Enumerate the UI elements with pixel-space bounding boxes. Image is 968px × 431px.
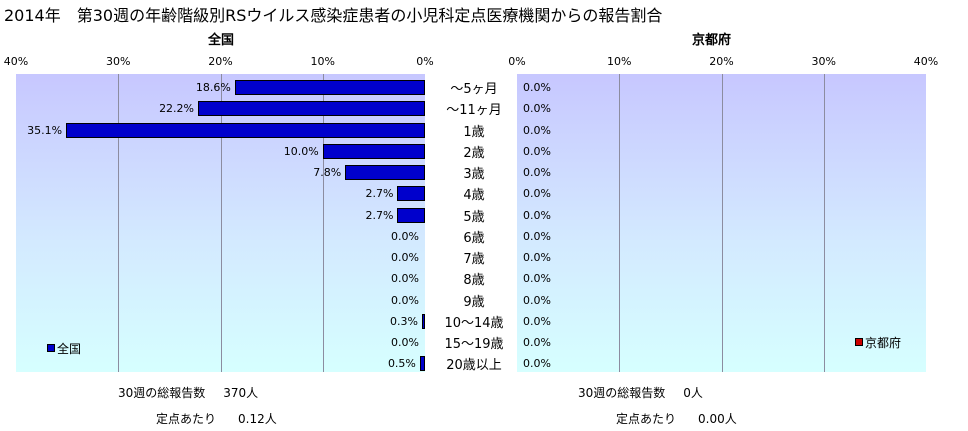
x-tick-label: 20% [709, 55, 734, 68]
category-label: ～11ヶ月 [446, 103, 502, 119]
x-tick-label: 0% [508, 55, 526, 68]
data-label-national: 10.0% [283, 144, 319, 158]
footer-left-per-value: 0.12人 [238, 412, 277, 426]
legend-swatch-kyoto [855, 338, 863, 346]
data-label-national: 2.7% [365, 208, 394, 222]
x-tick-label: 20% [208, 55, 233, 68]
panel-title-kyoto: 京都府 [692, 33, 732, 48]
bar-national [419, 356, 425, 372]
gridline [220, 74, 222, 372]
data-label-national: 0.0% [391, 272, 419, 286]
gridline [721, 74, 723, 372]
legend-swatch-national [47, 344, 55, 352]
category-label: 9歳 [463, 294, 485, 310]
footer-left-total-value: 370人 [223, 386, 259, 400]
data-label-national: 18.6% [195, 81, 231, 94]
x-tick-label: 40% [913, 55, 939, 68]
footer-left-per-label: 定点あたり [156, 412, 217, 426]
data-label-kyoto: 0.0% [523, 208, 551, 222]
x-tick-label: 0% [416, 55, 434, 68]
gridline [619, 74, 621, 372]
data-label-national: 0.0% [391, 229, 419, 243]
legend-label-national: 全国 [57, 342, 82, 356]
footer-right-per-label: 定点あたり [616, 412, 677, 426]
data-label-national: 0.0% [391, 251, 419, 264]
data-label-kyoto: 0.0% [523, 293, 551, 307]
x-tick-label: 40% [3, 55, 29, 68]
data-label-national: 2.7% [365, 187, 394, 201]
x-tick-label: 30% [106, 55, 131, 68]
footer-left-per: 定点あたり 0.12人 [156, 410, 277, 427]
data-label-kyoto: 0.0% [523, 102, 551, 116]
legend-national: 全国 [47, 340, 81, 357]
category-label: 5歳 [463, 209, 485, 225]
gridline [322, 74, 324, 372]
x-tick-label: 10% [310, 55, 335, 68]
category-label: 4歳 [463, 188, 485, 204]
bar-national [345, 165, 425, 180]
category-label: 1歳 [463, 124, 485, 140]
footer-left-total: 30週の総報告数 370人 [118, 384, 258, 401]
gridline [823, 74, 825, 372]
data-label-kyoto: 0.0% [523, 166, 551, 179]
data-label-kyoto: 0.0% [523, 272, 551, 286]
footer-left-total-label: 30週の総報告数 [118, 386, 206, 400]
footer-right-total-value: 0人 [683, 386, 703, 400]
x-tick-label: 10% [607, 55, 632, 68]
data-label-kyoto: 0.0% [523, 314, 551, 328]
category-label: 10～14歳 [444, 315, 504, 331]
gridline [118, 74, 120, 372]
data-label-kyoto: 0.0% [523, 187, 551, 201]
data-label-kyoto: 0.0% [523, 123, 551, 137]
legend-label-kyoto: 京都府 [865, 336, 902, 350]
category-label: 8歳 [463, 273, 485, 289]
data-label-national: 0.0% [391, 293, 419, 307]
legend-kyoto: 京都府 [855, 334, 901, 351]
footer-right-per: 定点あたり 0.00人 [616, 410, 737, 427]
data-label-kyoto: 0.0% [523, 144, 551, 158]
category-label: 15～19歳 [444, 337, 504, 352]
data-label-national: 0.0% [391, 336, 419, 349]
data-label-national: 0.5% [387, 357, 416, 371]
footer-right-total: 30週の総報告数 0人 [578, 384, 703, 401]
footer-right-per-value: 0.00人 [698, 412, 737, 426]
category-label: ～5ヶ月 [450, 82, 498, 97]
data-label-national: 35.1% [27, 123, 63, 137]
plot-area-national: 18.6% 22.2% 35.1% 10.0% 7.8% 2.7% 2.7% 0.0% 0.0%… [16, 74, 425, 372]
category-label: 7歳 [463, 252, 485, 267]
bar-national [66, 122, 425, 138]
category-label: 20歳以上 [446, 358, 502, 374]
bar-national [322, 143, 425, 159]
data-label-kyoto: 0.0% [523, 81, 551, 94]
data-label-kyoto: 0.0% [523, 251, 551, 264]
data-label-kyoto: 0.0% [523, 336, 551, 349]
footer-right-total-label: 30週の総報告数 [578, 386, 666, 400]
data-label-kyoto: 0.0% [523, 357, 551, 371]
bar-national [397, 186, 425, 202]
x-tick-label: 30% [811, 55, 836, 68]
bar-national [198, 101, 425, 117]
data-label-national: 7.8% [313, 166, 342, 179]
bar-national [421, 313, 425, 329]
category-label: 6歳 [463, 230, 485, 246]
category-label: 2歳 [463, 145, 485, 161]
bar-national [397, 207, 425, 223]
data-label-national: 22.2% [159, 102, 195, 116]
panel-title-national: 全国 [208, 33, 235, 48]
bar-national [234, 80, 425, 95]
data-label-kyoto: 0.0% [523, 229, 551, 243]
data-label-national: 0.3% [389, 314, 418, 328]
plot-area-kyoto: 0.0% 0.0% 0.0% 0.0% 0.0% 0.0% 0.0% 0.0% 0.0% 0.0%… [517, 74, 926, 372]
chart-title: 2014年 第30週の年齢階級別RSウイルス感染症患者の小児科定点医療機関からの… [4, 6, 663, 25]
category-label: 3歳 [463, 167, 485, 182]
